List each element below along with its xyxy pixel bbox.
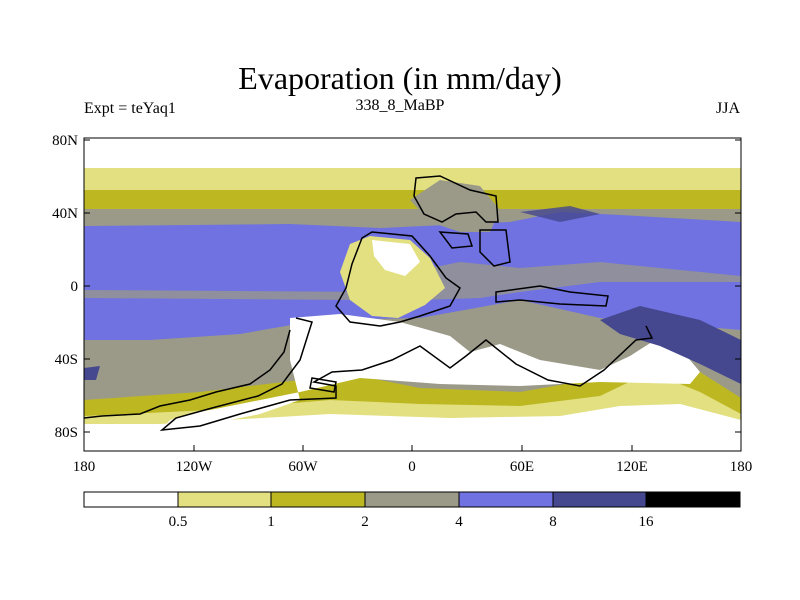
colorbar-label: 0.5: [169, 514, 188, 530]
colorbar-label: 4: [455, 514, 463, 530]
lat-labels: 80N 40N 0 40S 80S: [52, 133, 78, 441]
lon-label: 60E: [510, 459, 534, 475]
lat-ticks: [84, 139, 741, 433]
colorbar-swatch: [646, 492, 740, 507]
lat-label: 0: [71, 279, 79, 295]
season-label: JJA: [715, 100, 740, 117]
colorbar-label: 1: [267, 514, 275, 530]
lat-label: 80N: [52, 133, 78, 149]
colorbar-swatch: [553, 492, 646, 507]
lat-label: 40S: [55, 352, 78, 368]
colorbar-swatch: [84, 492, 178, 507]
lat-label: 80S: [55, 425, 78, 441]
colorbar: 0.5 1 2 4 8 16: [83, 491, 741, 530]
colorbar-label: 8: [549, 514, 557, 530]
lon-label: 0: [408, 459, 416, 475]
coastlines: [84, 175, 654, 431]
colorbar-label: 2: [361, 514, 369, 530]
colorbar-swatch: [365, 492, 459, 507]
colorbar-swatch: [178, 492, 271, 507]
colorbar-swatch: [271, 492, 365, 507]
colorbar-label: 16: [639, 514, 655, 530]
lon-ticks: [83, 445, 742, 451]
map-title: Evaporation (in mm/day): [238, 60, 562, 96]
lon-labels: 180 120W 60W 0 60E 120E 180: [73, 459, 753, 475]
lon-label: 120E: [616, 459, 648, 475]
period-label: 338_8_MaBP: [355, 97, 445, 114]
colorbar-swatch: [459, 492, 553, 507]
lon-label: 60W: [288, 459, 318, 475]
lon-label: 180: [730, 459, 753, 475]
lat-label: 40N: [52, 206, 78, 222]
lon-label: 180: [73, 459, 96, 475]
experiment-label: Expt = teYaq1: [84, 100, 176, 117]
evaporation-field: [84, 138, 741, 451]
lon-label: 120W: [176, 459, 214, 475]
